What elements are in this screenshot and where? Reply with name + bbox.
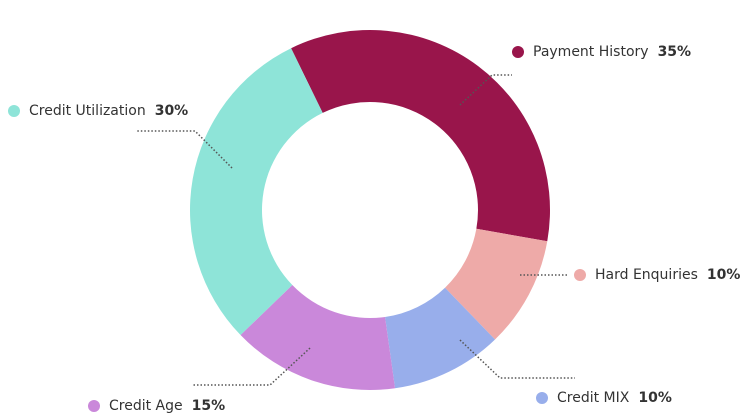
slice-label: Credit Age 15% xyxy=(109,398,225,414)
value-label: 10% xyxy=(638,390,672,406)
legend-dot xyxy=(8,105,20,117)
category-name: Credit Age xyxy=(109,398,183,414)
category-name: Payment History xyxy=(533,44,649,60)
value-label: 15% xyxy=(192,398,226,414)
leader-line xyxy=(459,74,512,106)
value-label: 10% xyxy=(707,267,741,283)
legend-dot xyxy=(536,392,548,404)
donut-slice xyxy=(291,30,550,242)
leader-line xyxy=(192,347,311,386)
slice-label: Hard Enquiries 10% xyxy=(595,267,740,283)
legend-dot xyxy=(512,46,524,58)
legend-dot xyxy=(88,400,100,412)
category-name: Credit Utilization xyxy=(29,103,146,119)
category-name: Credit MIX xyxy=(557,390,630,406)
donut-slice xyxy=(190,48,323,336)
legend-dot xyxy=(574,269,586,281)
donut-slice xyxy=(385,287,496,389)
category-name: Hard Enquiries xyxy=(595,267,698,283)
slice-label: Payment History 35% xyxy=(533,44,691,60)
donut-slice xyxy=(445,228,548,340)
value-label: 30% xyxy=(155,103,189,119)
slice-label: Credit Utilization 30% xyxy=(29,103,188,119)
slice-label: Credit MIX 10% xyxy=(557,390,672,406)
leader-line xyxy=(459,339,575,379)
value-label: 35% xyxy=(658,44,692,60)
donut-slice xyxy=(240,285,396,390)
